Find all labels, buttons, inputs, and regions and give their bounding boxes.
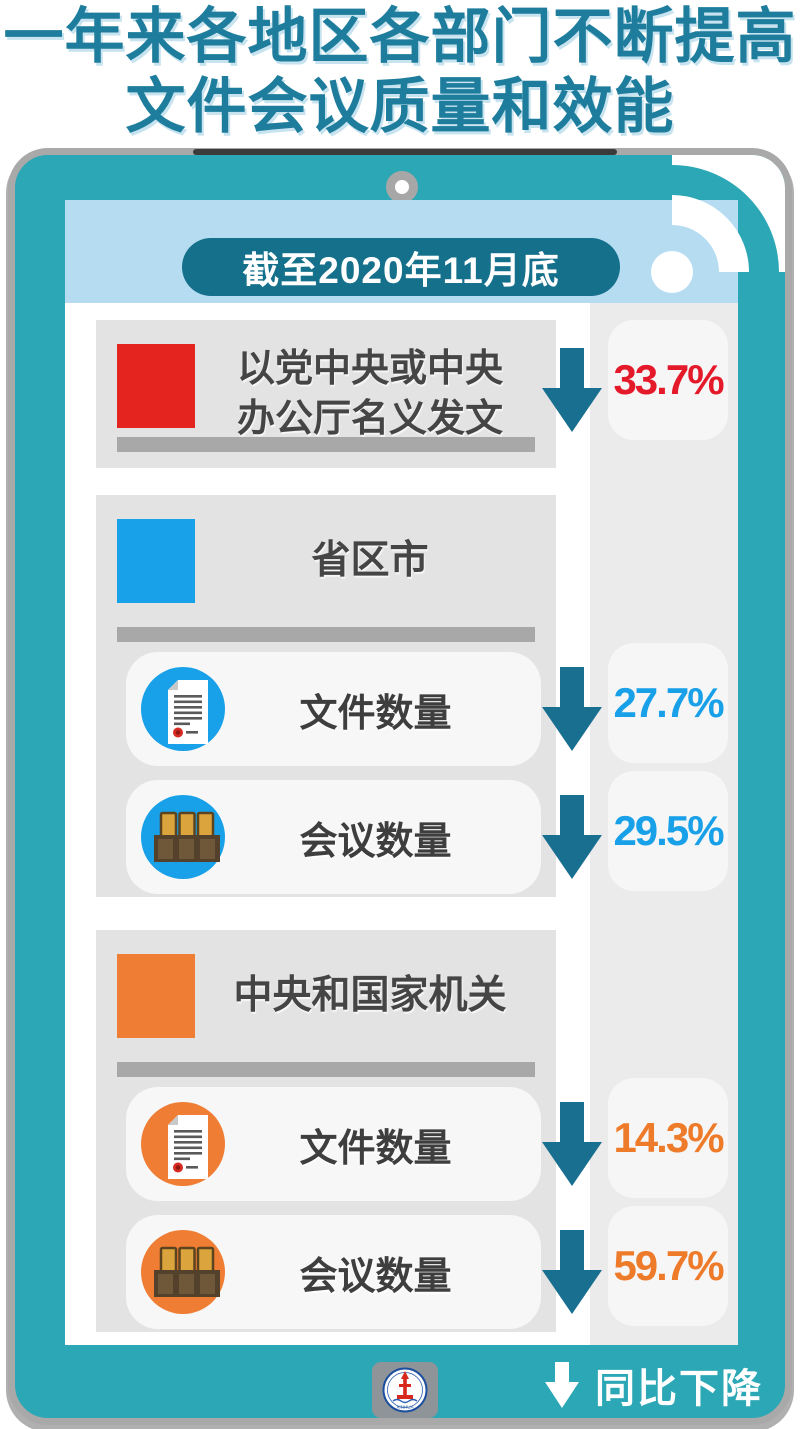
legend-label: 同比下降 <box>595 1367 763 1411</box>
date-badge-label: 截至2020年11月底 <box>242 250 560 291</box>
legend-down-arrow-icon <box>545 1362 579 1408</box>
section-title-text: 省区市 <box>311 539 429 582</box>
decrease-arrow-icon <box>542 348 602 432</box>
row-provinces-meetings: 会议数量 <box>126 780 541 894</box>
section-title: 省区市 <box>196 495 544 627</box>
meeting-icon <box>141 1230 225 1314</box>
section-title: 以党中央或中央 办公厅名义发文 <box>196 320 544 468</box>
page-title: 一年来各地区各部门不断提高 文件会议质量和效能 <box>0 2 800 142</box>
decrease-arrow-icon <box>542 667 602 751</box>
signal-arcs-icon <box>651 155 785 293</box>
section-title-line1: 以党中央或中央 <box>236 348 503 390</box>
meeting-icon <box>141 795 225 879</box>
tablet-speaker-slit <box>193 149 617 155</box>
row-label: 文件数量 <box>299 1127 452 1170</box>
decrease-arrow-icon <box>542 1102 602 1186</box>
row-organs-meetings: 会议数量 <box>126 1215 541 1329</box>
row-label: 文件数量 <box>299 692 452 735</box>
page-title-line2: 文件会议质量和效能 <box>125 73 675 140</box>
value-badge: 14.3% <box>608 1078 728 1198</box>
row-label: 会议数量 <box>299 1255 452 1298</box>
value-badge: 59.7% <box>608 1206 728 1326</box>
value-badge: 29.5% <box>608 771 728 891</box>
legend: 同比下降 <box>545 1357 763 1413</box>
value-badge: 33.7% <box>608 320 728 440</box>
section-title-text: 中央和国家机关 <box>233 974 507 1017</box>
section-title: 中央和国家机关 <box>196 930 544 1062</box>
document-icon <box>141 667 225 751</box>
xinhua-logo: XINHUA <box>372 1362 438 1418</box>
row-provinces-documents: 文件数量 <box>126 652 541 766</box>
value-badge: 27.7% <box>608 643 728 763</box>
date-badge: 截至2020年11月底 <box>182 238 620 296</box>
percent-value: 14.3% <box>613 1114 724 1161</box>
tablet-frame: 截至2020年11月底 以党中央或中央 办公厅名义发文 省区市 <box>8 148 792 1425</box>
orange-square-marker <box>117 954 195 1038</box>
xinhua-logo-text: XINHUA <box>396 1405 414 1410</box>
percent-value: 59.7% <box>613 1242 724 1289</box>
row-label: 会议数量 <box>299 820 452 863</box>
percent-value: 29.5% <box>613 807 724 854</box>
decrease-arrow-icon <box>542 1230 602 1314</box>
camera-dot-icon <box>386 171 418 203</box>
section-central-state-organs: 中央和国家机关 文件数量 <box>96 930 556 1332</box>
section-party-central: 以党中央或中央 办公厅名义发文 <box>96 320 556 468</box>
decrease-arrow-icon <box>542 795 602 879</box>
percent-value: 33.7% <box>613 356 724 403</box>
blue-square-marker <box>117 519 195 603</box>
percent-value: 27.7% <box>613 679 724 726</box>
divider-bar <box>117 1062 535 1077</box>
section-provinces: 省区市 文件数量 <box>96 495 556 897</box>
divider-bar <box>117 437 535 452</box>
document-icon <box>141 1102 225 1186</box>
divider-bar <box>117 627 535 642</box>
page-title-line1: 一年来各地区各部门不断提高 <box>3 3 797 70</box>
row-organs-documents: 文件数量 <box>126 1087 541 1201</box>
section-title-line2: 办公厅名义发文 <box>236 398 503 440</box>
red-square-marker <box>117 344 195 428</box>
